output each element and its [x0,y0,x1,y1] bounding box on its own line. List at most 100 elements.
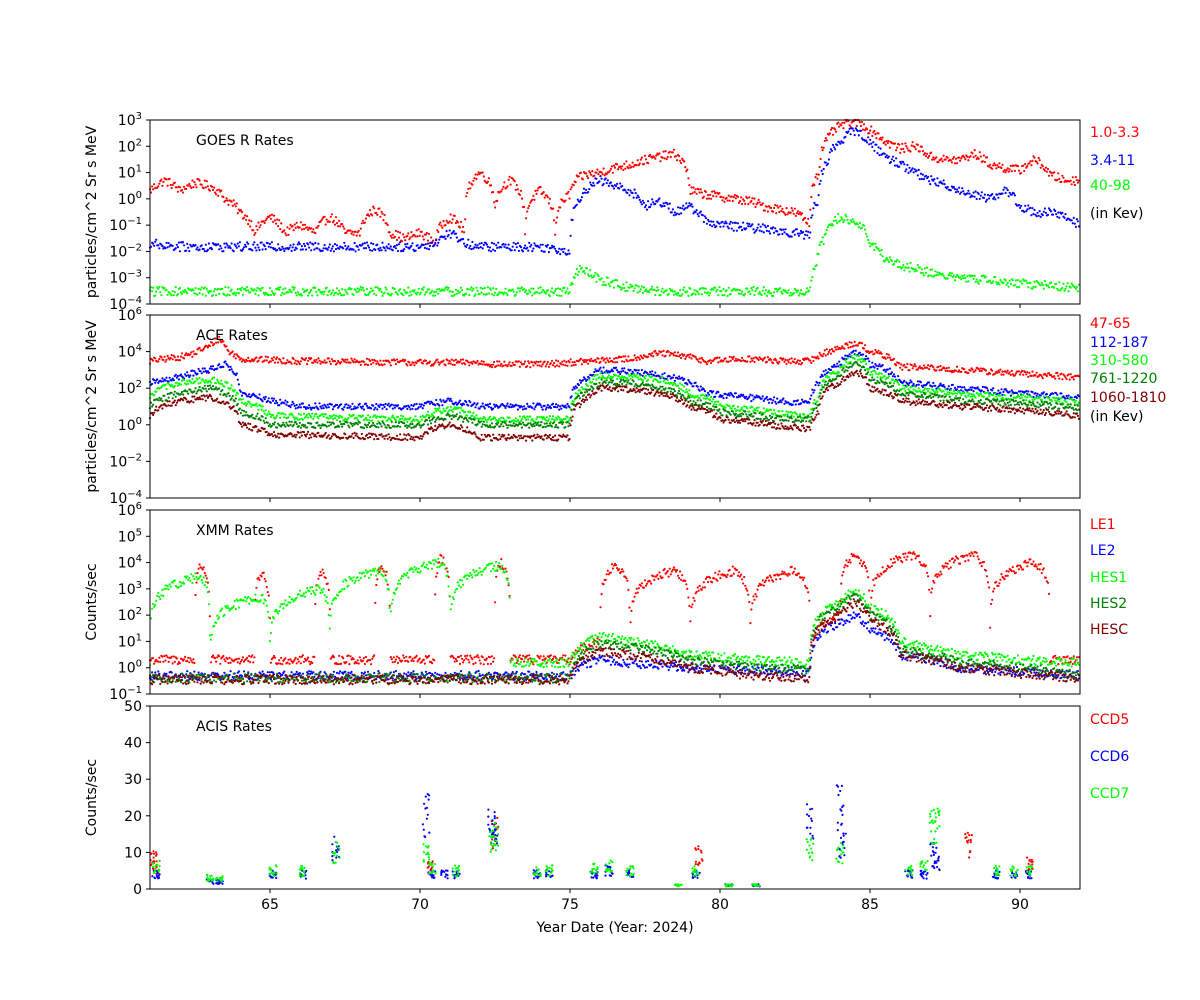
data-point [255,356,258,359]
data-point [358,234,361,237]
data-point [242,216,246,219]
data-point [838,141,841,144]
data-point [547,202,551,205]
data-point [184,373,187,376]
data-point [1075,218,1078,221]
data-point [443,235,446,238]
data-point [208,189,211,192]
data-point [256,243,259,246]
data-point [343,241,346,244]
data-point [765,360,769,363]
data-point [622,355,625,358]
data-point [738,288,742,292]
data-point [814,176,817,179]
data-point [515,404,518,407]
data-point [293,404,296,407]
data-point [642,286,646,289]
data-point [289,405,292,409]
legend-entry: 40-98 [1090,178,1131,194]
data-point [837,121,840,124]
data-point [1030,214,1033,217]
data-point [1014,279,1018,282]
data-point [153,394,156,397]
data-point [299,248,302,251]
data-point [453,293,456,296]
data-point [214,191,217,194]
data-point [959,276,962,279]
data-point [843,219,846,222]
data-point [1057,172,1060,175]
data-point [1037,156,1040,160]
data-point [540,249,543,252]
data-point [911,367,914,370]
data-point [772,210,775,213]
data-point [751,197,754,200]
data-point [797,212,801,216]
data-point [493,294,496,297]
data-point [732,196,735,199]
data-point [508,361,511,364]
data-point [707,197,711,200]
data-point [985,198,989,201]
data-point [704,287,708,290]
data-point [1020,204,1023,207]
data-points [148,118,1081,298]
data-point [590,173,593,176]
data-point [214,287,217,291]
data-point [428,402,432,405]
data-point [441,404,444,407]
data-point [449,236,452,239]
data-point [279,286,282,289]
data-point [295,221,298,224]
data-point [790,357,793,360]
data-point [713,223,716,226]
data-point [417,406,420,409]
data-point [746,197,749,200]
data-point [941,272,944,275]
data-point [566,192,569,195]
data-point [245,289,248,292]
data-point [210,248,214,251]
data-point [252,243,255,246]
data-point [772,294,775,298]
data-point [591,170,594,173]
data-point [631,161,634,164]
data-point [264,219,267,222]
data-point [603,377,606,380]
data-point [328,243,331,246]
data-point [980,389,983,392]
data-point [809,359,812,362]
data-point [537,287,540,290]
data-point [885,139,888,143]
data-point [740,196,743,199]
data-point [575,386,578,389]
data-point [661,354,664,357]
data-point [435,409,438,413]
data-point [1051,174,1054,177]
data-point [930,274,933,277]
data-point [586,267,589,270]
data-point [406,420,409,423]
data-point [199,288,202,291]
data-point [672,354,676,357]
data-point [991,167,994,170]
data-point [481,247,484,250]
data-point [437,292,440,295]
data-point [268,413,271,416]
data-point [897,266,900,269]
data-point [828,348,832,352]
data-point [715,290,718,293]
data-point [428,360,432,363]
data-point [282,247,285,250]
data-point [569,234,572,237]
data-point [218,248,221,251]
data-point [628,194,631,197]
data-point [860,226,864,229]
data-point [887,373,890,376]
data-point [640,285,644,288]
data-point [402,294,405,297]
data-point [900,162,903,165]
data-point [776,230,779,233]
data-point [959,159,962,162]
